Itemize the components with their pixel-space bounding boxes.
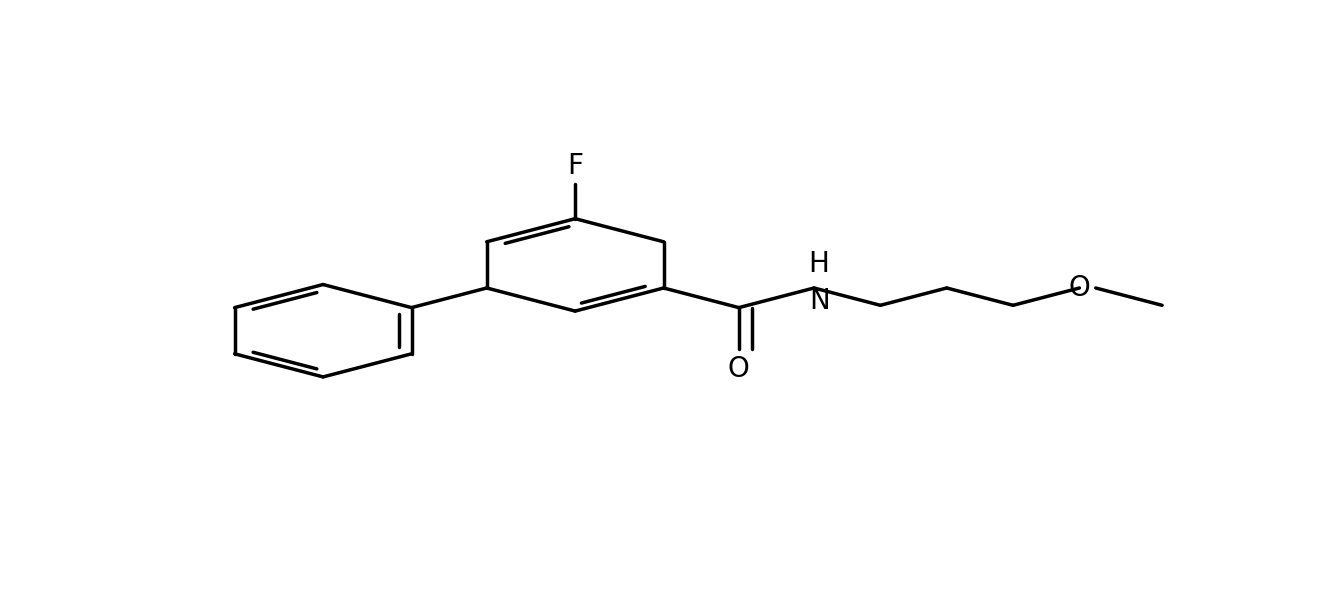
Text: O: O [728, 355, 750, 383]
Text: H: H [809, 250, 829, 278]
Text: N: N [809, 287, 829, 314]
Text: F: F [567, 152, 583, 181]
Text: O: O [1069, 274, 1090, 302]
